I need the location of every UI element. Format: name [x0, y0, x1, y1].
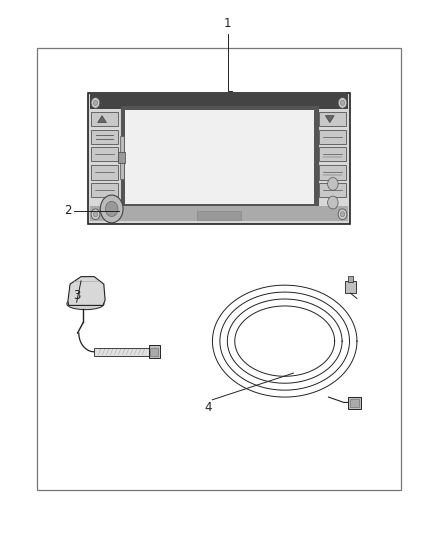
Bar: [120, 136, 124, 179]
Circle shape: [340, 100, 345, 106]
Polygon shape: [325, 116, 334, 123]
Bar: [319, 112, 346, 126]
Bar: [88, 93, 350, 224]
Bar: [118, 152, 125, 163]
Bar: [121, 106, 318, 208]
Bar: [91, 165, 118, 180]
Polygon shape: [98, 116, 106, 123]
Bar: [90, 93, 348, 109]
Circle shape: [338, 209, 347, 220]
Bar: [197, 211, 241, 220]
Ellipse shape: [67, 298, 104, 310]
Text: 1: 1: [224, 18, 232, 30]
Circle shape: [93, 100, 98, 106]
Bar: [92, 93, 346, 108]
Bar: [90, 206, 348, 221]
Circle shape: [106, 201, 118, 216]
Circle shape: [91, 209, 100, 220]
Bar: [319, 183, 346, 197]
Circle shape: [100, 195, 123, 223]
Bar: [94, 348, 149, 356]
Bar: [345, 281, 356, 293]
Bar: [348, 276, 353, 282]
Bar: [91, 112, 118, 126]
Bar: [91, 183, 118, 197]
Bar: [350, 399, 359, 407]
Bar: [91, 130, 118, 144]
Bar: [348, 397, 361, 409]
Circle shape: [338, 98, 347, 108]
Text: 2: 2: [64, 204, 72, 217]
Circle shape: [93, 212, 98, 217]
Bar: [319, 165, 346, 180]
Bar: [319, 147, 346, 161]
Circle shape: [340, 212, 345, 217]
Bar: [319, 130, 346, 144]
Polygon shape: [68, 277, 105, 305]
Circle shape: [91, 98, 100, 108]
Bar: [149, 345, 160, 358]
Text: 4: 4: [204, 401, 212, 414]
Bar: [150, 348, 158, 356]
Circle shape: [328, 196, 338, 209]
Circle shape: [328, 177, 338, 190]
Bar: [125, 110, 314, 204]
Bar: [91, 147, 118, 161]
Bar: [37, 48, 401, 490]
Text: 3: 3: [73, 289, 80, 302]
